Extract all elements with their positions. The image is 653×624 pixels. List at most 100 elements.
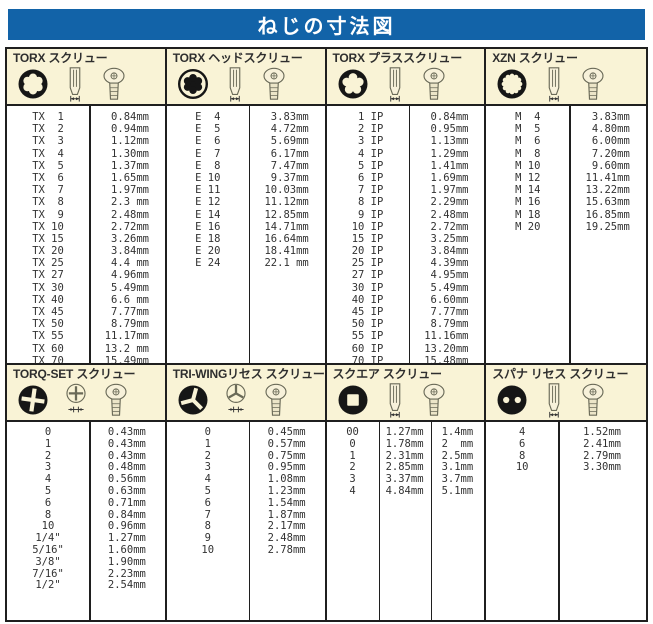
- size-cell: TX 60: [32, 342, 64, 355]
- size-cell: M 5: [515, 123, 541, 136]
- table-row: 2 2.85mm 3.1mm: [327, 462, 485, 474]
- value-cell: 6.60mm: [424, 293, 469, 306]
- table-row: TX 70 15.49mm: [7, 355, 165, 363]
- value-cell: 18.41mm: [264, 245, 309, 258]
- table-row: 3/8" 1.90mm: [7, 557, 165, 569]
- panel-square: スクエア スクリュー 00 1.27mm 1.4mm 0 1.78mm: [326, 365, 487, 620]
- size-cell: 3: [349, 474, 356, 486]
- value-cell: 3.83mm: [264, 111, 309, 123]
- value-cell: 13.22mm: [585, 184, 630, 197]
- size-cell: E 12: [195, 196, 221, 209]
- value-cell: 11.17mm: [104, 330, 149, 343]
- size-cell: 30 IP: [351, 281, 384, 294]
- value-cell: 2.48mm: [267, 533, 306, 545]
- size-cell: 6 IP: [351, 171, 384, 184]
- value-cell: 22.1 mm: [264, 257, 309, 270]
- value-cell: 3.84mm: [424, 245, 469, 258]
- value-cell: 10.03mm: [264, 184, 309, 197]
- panel-icons: [173, 65, 321, 103]
- size-cell: M 8: [515, 147, 541, 160]
- table-row: 0 0.43mm: [7, 427, 165, 439]
- size-cell: 20 IP: [351, 245, 384, 258]
- size-cell: E 24: [195, 257, 221, 270]
- column-divider: [89, 422, 91, 620]
- value-cell: 1.78mm: [385, 438, 424, 450]
- panel-square-body: 00 1.27mm 1.4mm 0 1.78mm 2 mm 1 2.31mm 2…: [327, 422, 485, 620]
- panel-torx-head-header: TORX ヘッドスクリュー: [166, 49, 325, 106]
- value-cell: 7.77mm: [424, 306, 469, 318]
- table-row: TX 8 2.3 mm: [7, 196, 165, 208]
- table-row: E 12 11.12mm: [167, 196, 325, 208]
- torx-internal-recess-icon: [17, 68, 49, 100]
- size-cell: 3: [44, 462, 52, 474]
- table-row: M 14 13.22mm: [486, 184, 646, 196]
- value-cell: 3.25mm: [424, 232, 469, 245]
- panel-torq-set: TORQ-SET スクリュー 0 0.43mm 1 0.43mm: [7, 365, 167, 620]
- size-cell: 2: [44, 450, 52, 462]
- table-row: E 5 4.72mm: [167, 123, 325, 135]
- panel-title: TORX ヘッドスクリュー: [172, 51, 303, 65]
- size-cell: 15 IP: [351, 232, 384, 245]
- table-row: TX 3 1.12mm: [7, 135, 165, 147]
- value-cell: 0.43mm: [107, 450, 146, 462]
- table-row: 5/16" 1.60mm: [7, 545, 165, 557]
- panel-icons: [333, 65, 481, 103]
- panel-torx-header: TORX スクリュー: [7, 49, 165, 106]
- table-row: M 18 16.85mm: [486, 209, 646, 221]
- size-cell: 60 IP: [351, 342, 384, 355]
- size-cell: E 14: [195, 208, 221, 221]
- value-cell: 0.84mm: [424, 111, 469, 123]
- value-cell: 1.23mm: [267, 485, 306, 497]
- cross-top-view-icon: [63, 381, 89, 419]
- table-row: 30 IP 5.49mm: [327, 282, 485, 294]
- size-cell: 0: [44, 427, 52, 438]
- size-cell: M 20: [515, 220, 541, 233]
- screw-side-view-icon: [63, 65, 87, 103]
- value-cell: 1.65mm: [104, 171, 149, 184]
- panel-icons: [492, 381, 642, 419]
- size-cell: 50 IP: [351, 318, 384, 331]
- size-cell: 2: [349, 462, 356, 474]
- table-row: 6 2.41mm: [486, 439, 646, 451]
- screw-head-angled-icon: [421, 381, 447, 419]
- value-cell: 14.71mm: [264, 220, 309, 233]
- table-row: TX 30 5.49mm: [7, 282, 165, 294]
- table-row: 2 0.43mm: [7, 451, 165, 463]
- size-cell: 2 IP: [351, 123, 384, 136]
- value-cell: 0.48mm: [107, 462, 146, 474]
- value-cell: 3.83mm: [585, 111, 630, 123]
- size-cell: 1/4": [35, 533, 61, 545]
- value-cell: 7.77mm: [104, 306, 149, 318]
- table-row: 5 0.63mm: [7, 486, 165, 498]
- size-cell: E 11: [195, 184, 221, 197]
- size-cell: 1: [204, 438, 211, 450]
- size-cell: TX 25: [32, 257, 64, 270]
- value-cell: 1.87mm: [267, 509, 306, 521]
- value-cell: 4.95mm: [424, 269, 469, 282]
- table-row: E 7 6.17mm: [167, 148, 325, 160]
- table-row: 3 0.48mm: [7, 462, 165, 474]
- size-cell: TX 7: [32, 184, 64, 197]
- panel-tri-wing-body: 0 0.45mm 1 0.57mm 2 0.75mm 3 0.95mm: [167, 422, 325, 620]
- table-row: 2 IP 0.95mm: [327, 123, 485, 135]
- panel-tri-wing-header: TRI-WINGリセス スクリュー: [166, 365, 325, 422]
- table-row: E 8 7.47mm: [167, 160, 325, 172]
- table-row: M 10 9.60mm: [486, 160, 646, 172]
- value-cell: 2.3 mm: [104, 196, 149, 209]
- value-cell: 0.43mm: [107, 427, 146, 438]
- panel-square-header: スクエア スクリュー: [326, 365, 485, 422]
- screw-head-view-icon: [103, 381, 129, 419]
- torq-set-recess-icon: [17, 384, 49, 416]
- screw-side-view-icon: [383, 65, 407, 103]
- panel-title: TRI-WINGリセス スクリュー: [172, 367, 325, 381]
- size-cell: 0: [204, 427, 211, 438]
- panel-title: TORX スクリュー: [13, 51, 108, 65]
- table-row: TX 15 3.26mm: [7, 233, 165, 245]
- table-row: 9 IP 2.48mm: [327, 209, 485, 221]
- table-row: 2 0.75mm: [167, 451, 325, 463]
- size-cell: 5 IP: [351, 159, 384, 172]
- table-row: E 10 9.37mm: [167, 172, 325, 184]
- size-cell: 8 IP: [351, 196, 384, 209]
- value-cell: 3.26mm: [104, 232, 149, 245]
- table-row: 55 IP 11.16mm: [327, 330, 485, 342]
